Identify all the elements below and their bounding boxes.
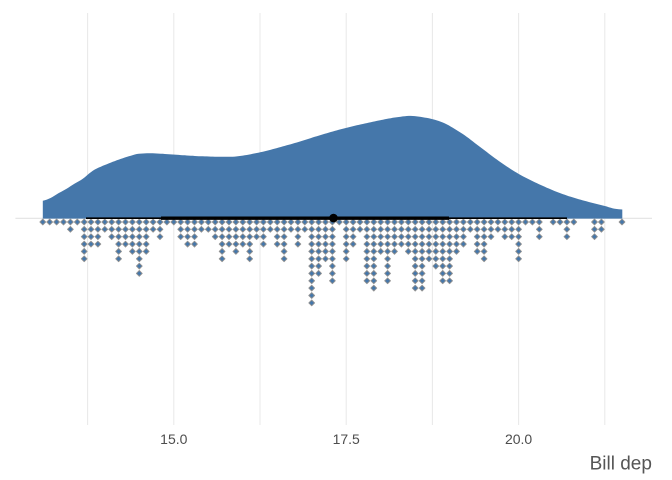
svg-text:17.5: 17.5 — [333, 431, 360, 447]
svg-text:15.0: 15.0 — [160, 431, 187, 447]
svg-text:20.0: 20.0 — [505, 431, 532, 447]
svg-text:Bill dep: Bill dep — [590, 454, 652, 475]
